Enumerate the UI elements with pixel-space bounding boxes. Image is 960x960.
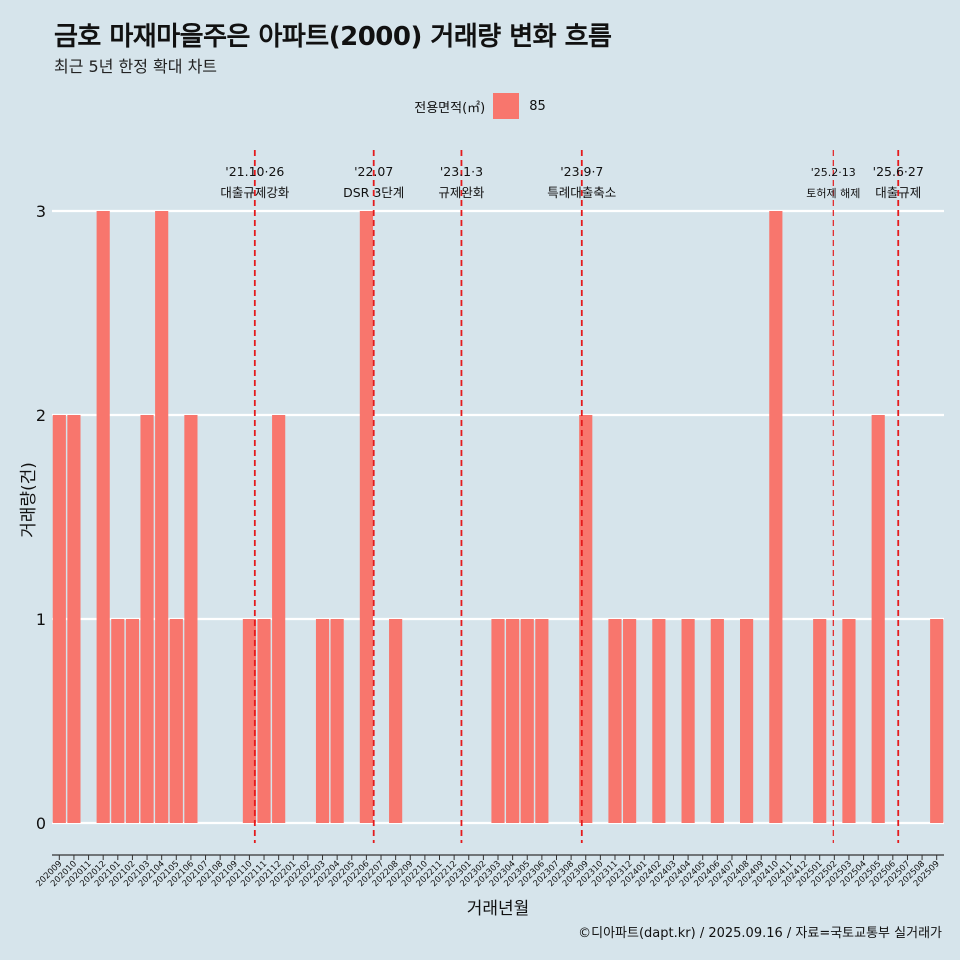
bar — [740, 619, 754, 823]
bar — [96, 211, 110, 823]
bar — [125, 619, 140, 823]
bar — [491, 619, 505, 823]
y-tick-label: 3 — [36, 202, 46, 221]
legend-key-85 — [493, 93, 520, 119]
legend-label-85: 85 — [529, 98, 546, 114]
annotation-label: 토허제 해제 — [806, 186, 860, 200]
y-tick-label: 0 — [36, 814, 46, 833]
bar — [710, 619, 724, 823]
bar — [871, 415, 885, 823]
bar — [535, 619, 549, 823]
bar — [681, 619, 695, 823]
annotation-date: '22.07 — [354, 164, 393, 179]
bar — [330, 619, 344, 823]
legend-title: 전용면적(㎡) — [414, 100, 486, 116]
chart-title: 금호 마재마을주은 아파트(2000) 거래량 변화 흐름 — [54, 22, 612, 52]
annotation-label: 대출규제강화 — [220, 185, 290, 200]
x-axis-title: 거래년월 — [467, 899, 530, 919]
annotation-label: 특례대출축소 — [547, 185, 616, 200]
bar — [111, 619, 125, 823]
bar — [169, 619, 183, 823]
bar — [155, 211, 169, 823]
chart-caption: ©디아파트(dapt.kr) / 2025.09.16 / 자료=국토교통부 실… — [578, 926, 942, 941]
bar — [184, 415, 198, 823]
y-axis-title: 거래량(건) — [19, 462, 39, 538]
annotation-label: DSR 3단계 — [343, 185, 404, 200]
bar — [652, 619, 666, 823]
bar — [359, 211, 373, 823]
bar — [389, 619, 403, 823]
bar — [315, 619, 330, 823]
annotation-label: 규제완화 — [438, 185, 485, 200]
bar — [52, 415, 66, 823]
bar — [608, 619, 622, 823]
bar — [242, 619, 256, 823]
bar — [769, 211, 783, 823]
bar — [623, 619, 637, 823]
bar — [272, 415, 286, 823]
bar — [930, 619, 944, 823]
annotation-date: '23.1·3 — [440, 164, 483, 179]
legend: 전용면적(㎡) 85 — [0, 93, 960, 119]
annotation-date: '21.10·26 — [225, 164, 284, 179]
bar — [506, 619, 520, 823]
bar — [67, 415, 81, 823]
annotation-date: '23.9·7 — [560, 164, 603, 179]
chart-subtitle: 최근 5년 한정 확대 차트 — [54, 57, 218, 76]
bar — [520, 619, 534, 823]
y-tick-label: 1 — [36, 610, 46, 629]
annotation-date: '25.2·13 — [811, 166, 856, 179]
y-tick-label: 2 — [36, 406, 46, 425]
annotation-date: '25.6·27 — [873, 164, 924, 179]
bar — [257, 619, 271, 823]
bar — [140, 415, 154, 823]
bar — [813, 619, 827, 823]
annotation-label: 대출규제 — [875, 185, 921, 200]
bar — [842, 619, 856, 823]
